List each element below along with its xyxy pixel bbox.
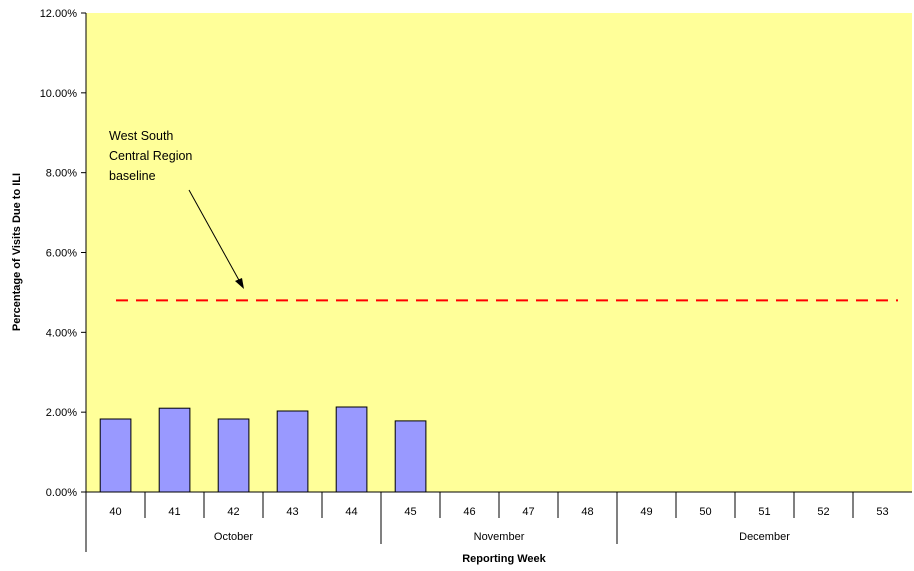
bar-week-43 bbox=[276, 410, 309, 493]
bars-group bbox=[99, 406, 427, 493]
x-tick-label: 49 bbox=[640, 506, 652, 518]
x-axis-title: Reporting Week bbox=[462, 553, 546, 565]
y-tick-label: 2.00% bbox=[46, 407, 77, 419]
annotation-arrow-head bbox=[235, 278, 244, 289]
annotation-arrow-shaft bbox=[188, 189, 241, 283]
y-tick-label: 0.00% bbox=[46, 487, 77, 499]
bar-week-41 bbox=[158, 407, 191, 493]
x-tick-label: 47 bbox=[522, 506, 534, 518]
x-tick-label: 42 bbox=[227, 506, 239, 518]
bar-week-40 bbox=[99, 418, 132, 493]
plot-area bbox=[86, 13, 912, 492]
x-tick-label: 44 bbox=[345, 506, 357, 518]
x-tick-label: 45 bbox=[404, 506, 416, 518]
month-labels-group: October November December bbox=[214, 518, 790, 544]
x-tick-label: 53 bbox=[876, 506, 888, 518]
x-tick-label: 46 bbox=[463, 506, 475, 518]
x-tick-label: 52 bbox=[817, 506, 829, 518]
x-tick-label: 48 bbox=[581, 506, 593, 518]
month-label: October bbox=[214, 531, 253, 543]
x-tick-label: 51 bbox=[758, 506, 770, 518]
month-label: November bbox=[474, 531, 525, 543]
y-axis-title: Percentage of Visits Due to ILI bbox=[11, 173, 23, 331]
month-label: December bbox=[739, 531, 790, 543]
annotation-line-3: baseline bbox=[109, 169, 156, 183]
y-tick-label: 6.00% bbox=[46, 248, 77, 260]
y-tick-label: 8.00% bbox=[46, 168, 77, 180]
x-tick-label: 50 bbox=[699, 506, 711, 518]
y-ticks-group: 0.00% 2.00% 4.00% 6.00% 8.00% 10.00% 12.00% bbox=[40, 8, 86, 499]
x-tick-label: 41 bbox=[168, 506, 180, 518]
y-tick-label: 10.00% bbox=[40, 88, 78, 100]
annotation-line-2: Central Region bbox=[109, 149, 192, 163]
annotation-line-1: West South bbox=[109, 129, 173, 143]
x-tick-label: 43 bbox=[286, 506, 298, 518]
y-tick-label: 4.00% bbox=[46, 327, 77, 339]
x-ticks-group: 40 41 42 43 44 45 46 47 48 49 50 51 52 53 bbox=[109, 492, 889, 518]
bar-week-44 bbox=[335, 406, 368, 493]
baseline-annotation: West South Central Region baseline bbox=[109, 129, 244, 289]
y-tick-label: 12.00% bbox=[40, 8, 78, 20]
bar-week-42 bbox=[217, 418, 250, 493]
x-tick-label: 40 bbox=[109, 506, 121, 518]
bar-week-45 bbox=[394, 420, 427, 493]
